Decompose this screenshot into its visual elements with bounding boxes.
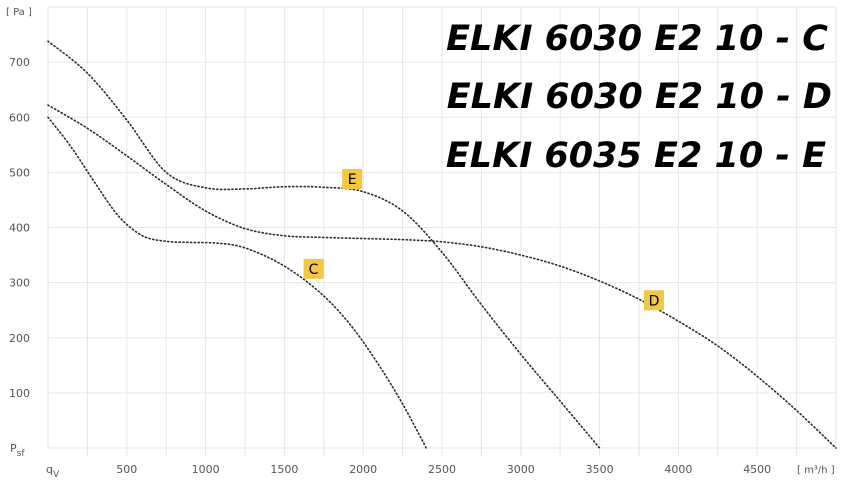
y-tick-label: 200: [9, 332, 30, 345]
chart-titles: ELKI 6030 E2 10 - C ELKI 6030 E2 10 - D …: [446, 19, 832, 176]
series-line-e: [47, 40, 601, 449]
series-line-d: [47, 104, 837, 449]
series-label-box: [342, 168, 363, 189]
series-label-text: E: [348, 172, 357, 188]
series-line-c: [47, 116, 427, 449]
series-label-box: [303, 258, 324, 279]
y-tick-label: 600: [9, 111, 30, 124]
series-label-e: E: [342, 168, 363, 189]
x-tick-label: 2000: [349, 463, 377, 476]
x-tick-label: 4500: [743, 463, 771, 476]
y-tick-label: 700: [9, 56, 30, 69]
x-tick-label: 3000: [507, 463, 535, 476]
series-lines: [47, 40, 837, 449]
y-axis-symbol: Psf: [10, 442, 25, 459]
series-label-box: [643, 290, 664, 311]
tick-labels: 500 1000 1500 2000 2500 3000 3500 4000 4500 100 20…: [9, 56, 771, 476]
x-tick-label: 4000: [664, 463, 692, 476]
series-label-d: D: [643, 290, 664, 311]
x-tick-label: 3500: [586, 463, 614, 476]
series-label-c: C: [303, 258, 324, 279]
x-tick-label: 1500: [270, 463, 298, 476]
y-tick-label: 500: [9, 166, 30, 179]
grid: [47, 6, 837, 456]
y-axis-unit: [ Pa ]: [6, 7, 32, 18]
y-tick-label: 300: [9, 277, 30, 290]
y-tick-label: 400: [9, 222, 30, 235]
chart-title-c: ELKI 6030 E2 10 - C: [446, 19, 828, 59]
chart-title-d: ELKI 6030 E2 10 - D: [447, 77, 832, 117]
x-axis-unit: [ m³/h ]: [797, 465, 835, 476]
y-tick-label: 100: [9, 387, 30, 400]
x-axis-symbol: qV: [46, 463, 60, 480]
axes: [ Pa ] [ m³/h ] Psf qV: [6, 7, 835, 480]
series-label-text: D: [649, 293, 660, 309]
chart-title-e: ELKI 6035 E2 10 - E: [446, 136, 826, 176]
series-label-text: C: [309, 262, 319, 278]
x-tick-label: 2500: [428, 463, 456, 476]
x-tick-label: 500: [116, 463, 137, 476]
series-labels: C D E: [303, 168, 664, 311]
x-tick-label: 1000: [192, 463, 220, 476]
